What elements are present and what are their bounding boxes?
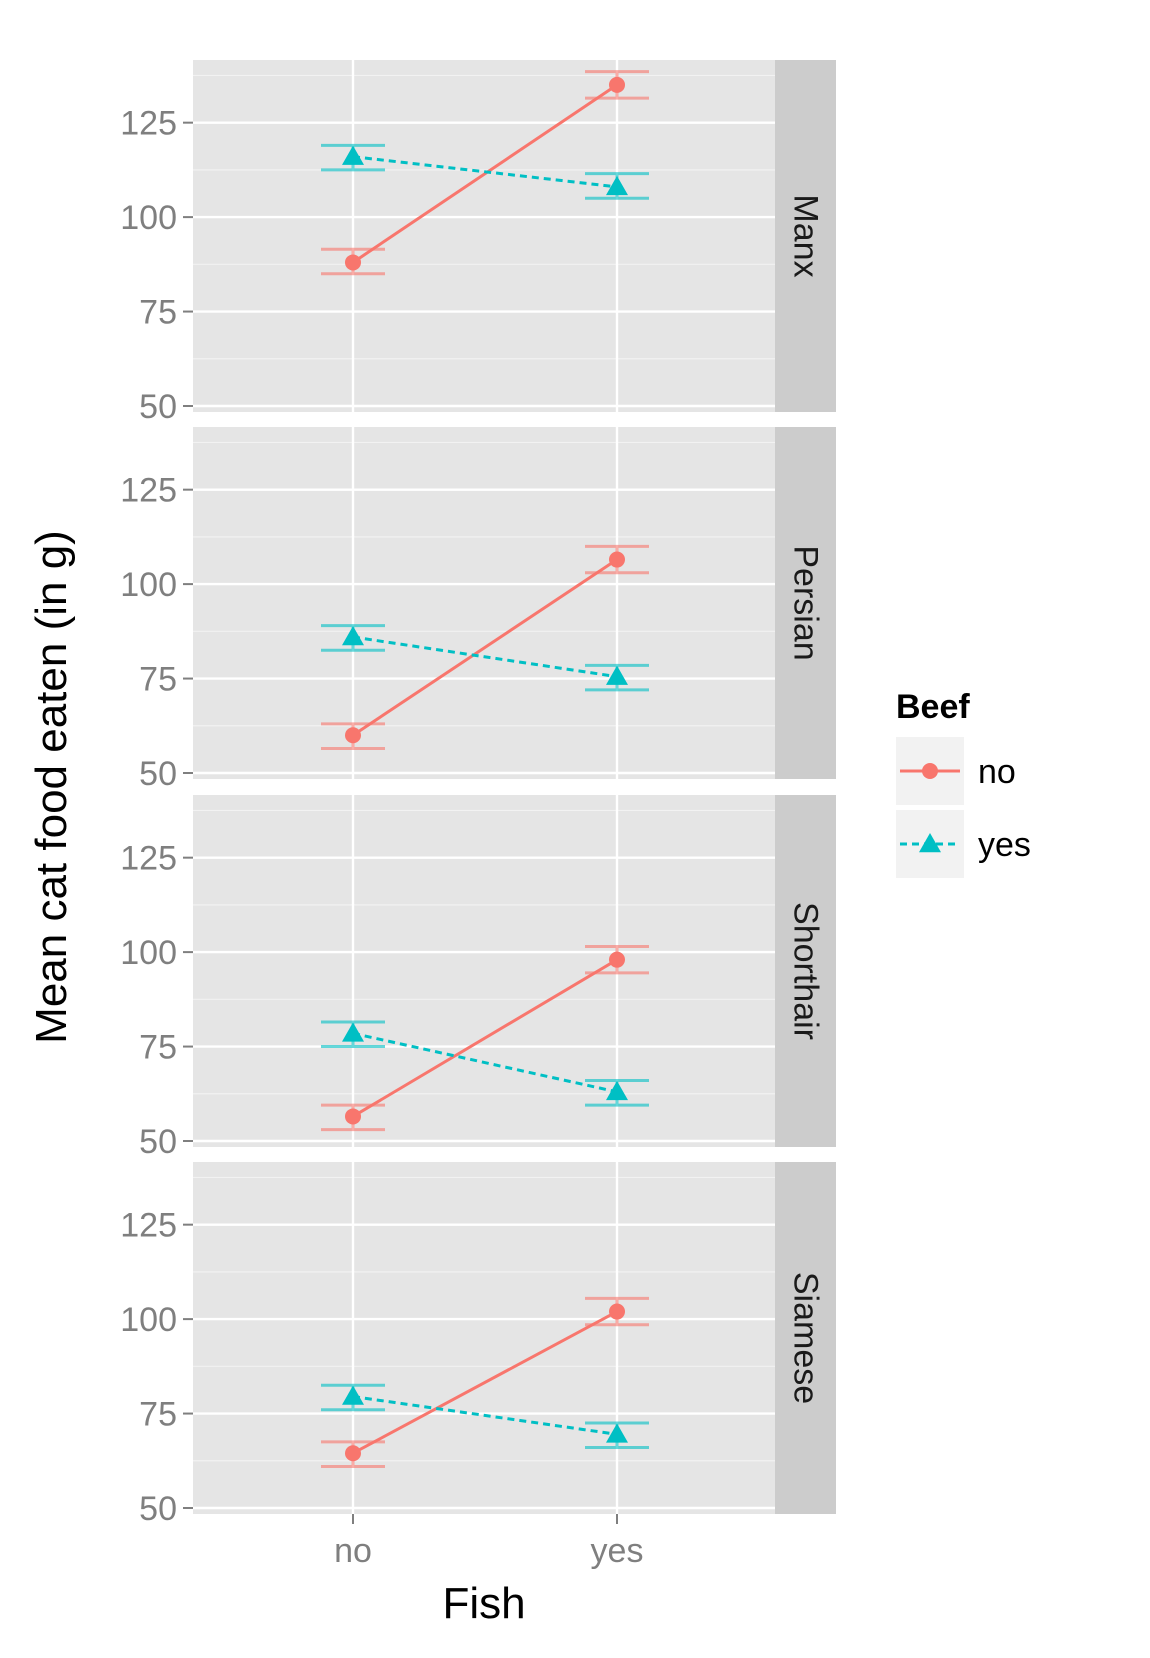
- legend-key-marker: [922, 763, 938, 779]
- y-tick-label: 100: [120, 1301, 177, 1339]
- series-yes: [321, 1383, 649, 1450]
- strip-background: [775, 795, 836, 1147]
- strip-label: Persian: [787, 545, 825, 660]
- data-point: [606, 665, 628, 685]
- strip-label: Manx: [787, 194, 825, 277]
- y-tick-label: 100: [120, 199, 177, 237]
- series-yes: [321, 143, 649, 200]
- series-yes: [321, 624, 649, 692]
- y-tick-label: 75: [139, 1396, 177, 1434]
- strip-label: Shorthair: [787, 902, 825, 1040]
- series-line: [352, 1395, 618, 1436]
- strip-background: [775, 60, 836, 412]
- legend-title: Beef: [896, 688, 970, 726]
- strip-label: Siamese: [787, 1272, 825, 1404]
- strip-background: [775, 1162, 836, 1514]
- y-tick-label: 125: [120, 472, 177, 510]
- series-no: [321, 944, 649, 1132]
- facet-panel-siamese: 50 75 100 125 Siamese: [120, 1162, 836, 1528]
- legend-label: no: [978, 753, 1016, 791]
- series-no: [321, 544, 649, 750]
- y-tick-label: 75: [139, 294, 177, 332]
- facet-panels: 50 75 100 125 Manx 50 75 100 125 Persian 50 75 100 12…: [120, 60, 836, 1528]
- x-axis-title: Fish: [442, 1579, 525, 1628]
- y-tick-label: 75: [139, 1029, 177, 1067]
- legend: Beef no yes: [896, 688, 1031, 878]
- data-point: [609, 1303, 625, 1320]
- y-tick-label: 125: [120, 1207, 177, 1245]
- panel-background: [193, 1162, 775, 1514]
- series-no: [321, 70, 649, 276]
- data-point: [342, 626, 364, 646]
- data-point: [606, 175, 628, 196]
- facet-panel-shorthair: 50 75 100 125 Shorthair: [120, 795, 836, 1161]
- y-tick-label: 100: [120, 566, 177, 604]
- legend-entry-no: no: [896, 737, 1016, 805]
- data-point: [345, 727, 361, 744]
- facet-panel-manx: 50 75 100 125 Manx: [120, 60, 836, 426]
- data-point: [606, 1080, 628, 1101]
- series-line: [352, 958, 618, 1118]
- series-no: [321, 1296, 649, 1468]
- series-line: [352, 558, 618, 737]
- data-point: [345, 1108, 361, 1125]
- data-point: [609, 551, 625, 568]
- panel-background: [193, 60, 775, 412]
- data-point: [345, 254, 361, 271]
- series-line: [352, 635, 618, 679]
- data-point: [606, 1423, 628, 1443]
- legend-entry-yes: yes: [896, 810, 1031, 878]
- x-tick-label: yes: [591, 1532, 644, 1570]
- series-line: [352, 1310, 618, 1455]
- y-tick-label: 50: [139, 1490, 177, 1528]
- series-line: [352, 155, 618, 189]
- panel-background: [193, 427, 775, 779]
- y-tick-label: 100: [120, 934, 177, 972]
- y-tick-label: 125: [120, 840, 177, 878]
- data-point: [609, 951, 625, 968]
- series-line: [352, 83, 618, 264]
- x-axis: no yes: [334, 1514, 643, 1570]
- strip-background: [775, 427, 836, 779]
- series-line: [352, 1031, 618, 1094]
- legend-label: yes: [978, 826, 1031, 864]
- series-yes: [321, 1020, 649, 1107]
- facet-panel-persian: 50 75 100 125 Persian: [120, 427, 836, 793]
- y-tick-label: 50: [139, 1123, 177, 1161]
- data-point: [345, 1445, 361, 1462]
- data-point: [342, 1022, 364, 1042]
- y-tick-label: 50: [139, 755, 177, 793]
- y-tick-label: 50: [139, 388, 177, 426]
- data-point: [342, 1385, 364, 1405]
- y-axis-title: Mean cat food eaten (in g): [27, 530, 76, 1044]
- data-point: [342, 145, 364, 165]
- legend-key-marker: [919, 833, 941, 853]
- x-tick-label: no: [334, 1532, 372, 1570]
- y-tick-label: 75: [139, 661, 177, 699]
- panel-background: [193, 795, 775, 1147]
- data-point: [609, 76, 625, 93]
- y-tick-label: 125: [120, 105, 177, 143]
